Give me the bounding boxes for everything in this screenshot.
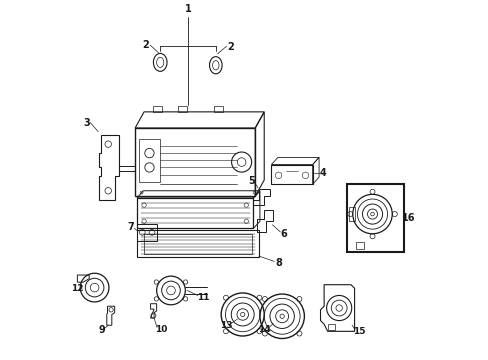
Text: 16: 16 <box>401 213 415 223</box>
Bar <box>214 107 223 112</box>
Text: 9: 9 <box>99 325 105 335</box>
Bar <box>348 207 354 221</box>
Bar <box>327 324 334 329</box>
Text: 12: 12 <box>71 284 83 293</box>
Text: 14: 14 <box>258 325 270 334</box>
Bar <box>144 234 251 253</box>
Text: 13: 13 <box>220 321 232 330</box>
Text: 1: 1 <box>184 4 191 14</box>
Text: 4: 4 <box>319 168 325 178</box>
Bar <box>139 139 160 182</box>
Bar <box>178 107 187 112</box>
Text: 6: 6 <box>280 229 287 239</box>
Text: 11: 11 <box>197 293 209 302</box>
Bar <box>346 184 403 252</box>
Text: 2: 2 <box>227 42 234 51</box>
Bar <box>153 107 162 112</box>
Text: 2: 2 <box>142 40 149 50</box>
Text: 3: 3 <box>83 118 90 128</box>
Bar <box>356 242 364 249</box>
Bar <box>137 224 156 241</box>
Text: 7: 7 <box>127 222 134 232</box>
Text: 15: 15 <box>352 327 365 336</box>
Text: 5: 5 <box>248 176 255 186</box>
Text: 8: 8 <box>275 258 282 268</box>
Text: 10: 10 <box>155 325 167 334</box>
